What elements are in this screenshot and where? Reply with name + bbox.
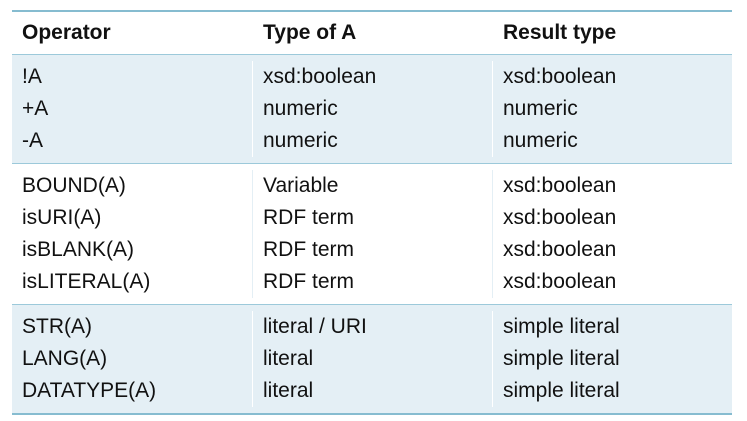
operator-cell: isURI(A) [22, 206, 102, 229]
type-cell: RDF term [252, 202, 492, 234]
result-cell: xsd:boolean [492, 234, 732, 266]
result-cell: xsd:boolean [492, 202, 732, 234]
type-cell: numeric [252, 93, 492, 125]
table-group-accessors: STR(A) literal / URI simple literal LANG… [12, 305, 732, 413]
result-cell: numeric [492, 125, 732, 157]
type-cell: RDF term [252, 266, 492, 298]
operator-cell: isBLANK(A) [22, 238, 135, 261]
table-row: -A numeric numeric [12, 125, 732, 157]
operator-cell: LANG(A) [22, 347, 108, 370]
type-cell: RDF term [252, 234, 492, 266]
table-header-row: Operator Type of A Result type [12, 12, 732, 54]
type-cell: literal [252, 343, 492, 375]
operator-cell: +A [22, 97, 49, 120]
type-cell: xsd:boolean [252, 61, 492, 93]
operator-cell: BOUND(A) [22, 174, 126, 197]
table-group-tests: BOUND(A) Variable xsd:boolean isURI(A) R… [12, 164, 732, 304]
operator-table: Operator Type of A Result type !A xsd:bo… [12, 10, 732, 415]
header-type-of-a: Type of A [263, 21, 357, 44]
type-cell: Variable [252, 170, 492, 202]
operator-cell: -A [22, 129, 43, 152]
header-result-type: Result type [503, 21, 617, 44]
table-row: LANG(A) literal simple literal [12, 343, 732, 375]
operator-cell: isLITERAL(A) [22, 270, 151, 293]
result-cell: xsd:boolean [492, 170, 732, 202]
table-top-rule [12, 10, 732, 12]
table-row: !A xsd:boolean xsd:boolean [12, 61, 732, 93]
result-cell: xsd:boolean [492, 266, 732, 298]
group-separator [12, 163, 732, 164]
type-cell: literal [252, 375, 492, 407]
result-cell: simple literal [492, 311, 732, 343]
table-row: STR(A) literal / URI simple literal [12, 311, 732, 343]
header-operator: Operator [22, 21, 111, 44]
table-bottom-rule [12, 413, 732, 415]
table-row: isBLANK(A) RDF term xsd:boolean [12, 234, 732, 266]
operator-cell: !A [22, 65, 42, 88]
table-group-unary: !A xsd:boolean xsd:boolean +A numeric nu… [12, 55, 732, 163]
group-separator [12, 304, 732, 305]
operator-cell: DATATYPE(A) [22, 379, 157, 402]
table-row: +A numeric numeric [12, 93, 732, 125]
result-cell: xsd:boolean [492, 61, 732, 93]
result-cell: simple literal [492, 343, 732, 375]
result-cell: numeric [492, 93, 732, 125]
table-row: isLITERAL(A) RDF term xsd:boolean [12, 266, 732, 298]
header-separator [12, 54, 732, 55]
type-cell: numeric [252, 125, 492, 157]
operator-cell: STR(A) [22, 315, 92, 338]
table-row: isURI(A) RDF term xsd:boolean [12, 202, 732, 234]
result-cell: simple literal [492, 375, 732, 407]
type-cell: literal / URI [252, 311, 492, 343]
table-row: DATATYPE(A) literal simple literal [12, 375, 732, 407]
table-row: BOUND(A) Variable xsd:boolean [12, 170, 732, 202]
